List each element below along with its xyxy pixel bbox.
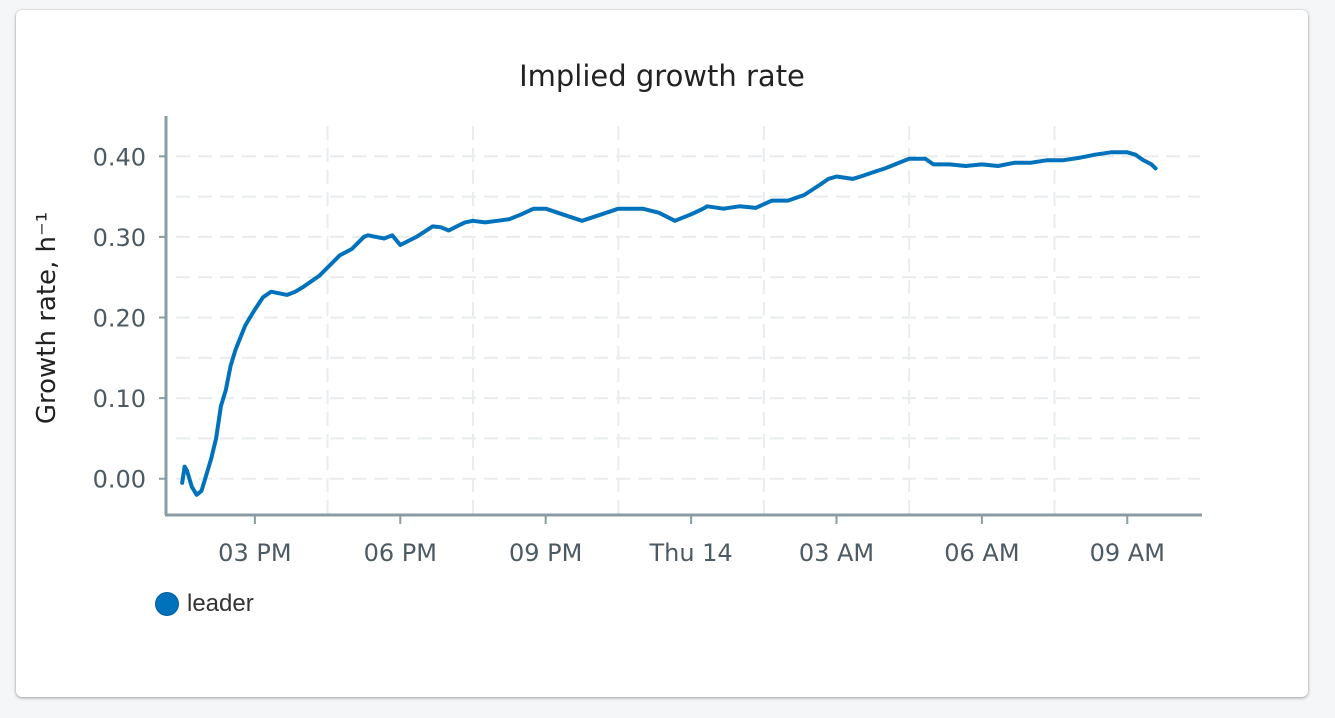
chart-card — [16, 10, 1308, 697]
x-tick-label: 06 AM — [944, 539, 1019, 567]
y-axis-label: Growth rate, h⁻¹ — [32, 212, 62, 424]
legend: leader — [155, 590, 254, 618]
legend-label-leader: leader — [187, 590, 254, 617]
x-tick-label: 03 AM — [799, 539, 874, 567]
axis-ticks: 0.00 0.10 0.20 0.30 0.40 03 PM 06 PM 09 PM Thu 1… — [93, 143, 1165, 567]
x-tick-label: 09 AM — [1090, 539, 1165, 567]
axes — [164, 116, 1202, 517]
x-tick-label: Thu 14 — [648, 539, 732, 567]
y-tick-label: 0.10 — [93, 385, 146, 413]
y-tick-label: 0.40 — [93, 143, 146, 171]
series-line-leader — [180, 150, 1158, 497]
chart-title: Implied growth rate — [519, 59, 805, 93]
y-tick-label: 0.00 — [93, 466, 146, 494]
series-lines — [180, 150, 1158, 497]
x-tick-label: 03 PM — [218, 539, 291, 567]
legend-swatch-leader[interactable] — [155, 592, 179, 616]
grid — [176, 126, 1200, 515]
y-tick-label: 0.30 — [93, 224, 146, 252]
y-tick-label: 0.20 — [93, 305, 146, 333]
x-tick-label: 06 PM — [364, 539, 437, 567]
x-tick-label: 09 PM — [509, 539, 582, 567]
